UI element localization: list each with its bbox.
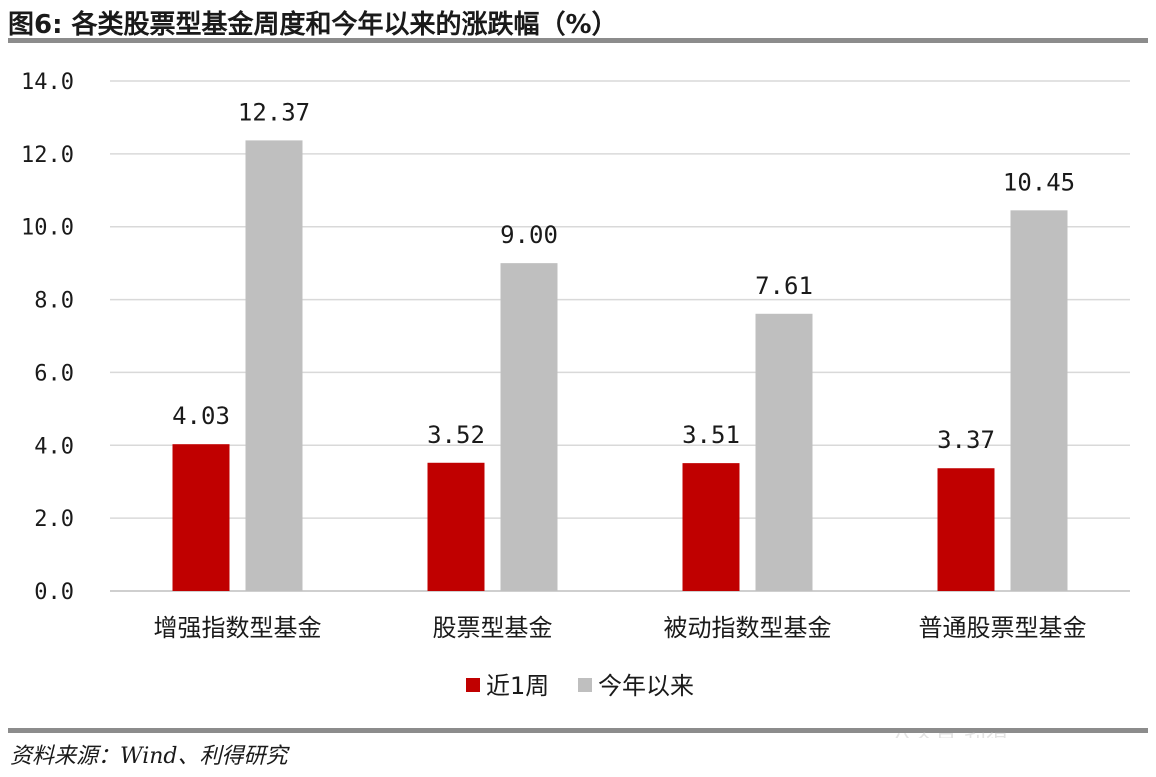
data-label: 10.45 bbox=[1003, 168, 1075, 196]
top-rule bbox=[8, 38, 1148, 43]
bar-weekly bbox=[937, 468, 995, 591]
bottom-rule bbox=[8, 728, 1148, 733]
data-label: 7.61 bbox=[755, 272, 813, 300]
data-label: 12.37 bbox=[238, 98, 310, 126]
data-label: 3.52 bbox=[427, 421, 485, 449]
y-axis-ticks: 0.0 2.0 4.0 6.0 8.0 10.0 12.0 14.0 bbox=[21, 70, 74, 605]
legend-label: 今年以来 bbox=[598, 672, 694, 700]
source-note: 资料来源：Wind、利得研究 bbox=[10, 744, 288, 769]
bar-weekly bbox=[682, 463, 740, 591]
bar-weekly bbox=[172, 444, 230, 591]
category-label: 被动指数型基金 bbox=[664, 614, 832, 642]
y-tick-label: 4.0 bbox=[34, 434, 74, 459]
y-tick-label: 6.0 bbox=[34, 361, 74, 386]
y-tick-label: 10.0 bbox=[21, 216, 74, 241]
data-label: 3.37 bbox=[937, 426, 995, 454]
legend: 近1周 今年以来 bbox=[466, 672, 694, 700]
bars bbox=[172, 140, 1068, 592]
category-label: 普通股票型基金 bbox=[919, 614, 1087, 642]
y-tick-label: 0.0 bbox=[34, 580, 74, 605]
bar-ytd bbox=[500, 263, 558, 591]
figure-title: 图6: 各类股票型基金周度和今年以来的涨跌幅（%） bbox=[8, 10, 618, 40]
legend-label: 近1周 bbox=[486, 672, 549, 700]
legend-swatch bbox=[578, 678, 592, 692]
bar-ytd bbox=[755, 313, 813, 591]
bar-weekly bbox=[427, 462, 485, 591]
data-label: 3.51 bbox=[682, 421, 740, 449]
data-label: 9.00 bbox=[500, 221, 558, 249]
data-label: 4.03 bbox=[172, 402, 230, 430]
x-axis-categories: 增强指数型基金 股票型基金 被动指数型基金 普通股票型基金 bbox=[154, 614, 1087, 642]
bar-ytd bbox=[1010, 210, 1068, 592]
data-labels: 4.03 12.37 3.52 9.00 3.51 7.61 3.37 10.45 bbox=[172, 98, 1075, 454]
category-label: 股票型基金 bbox=[433, 614, 553, 642]
y-tick-label: 8.0 bbox=[34, 289, 74, 314]
watermark: 一 公众号·利得 bbox=[862, 726, 1008, 738]
legend-swatch bbox=[466, 678, 480, 692]
bar-ytd bbox=[245, 140, 303, 591]
y-tick-label: 12.0 bbox=[21, 143, 74, 168]
category-label: 增强指数型基金 bbox=[154, 614, 322, 642]
y-tick-label: 14.0 bbox=[21, 70, 74, 95]
y-tick-label: 2.0 bbox=[34, 507, 74, 532]
